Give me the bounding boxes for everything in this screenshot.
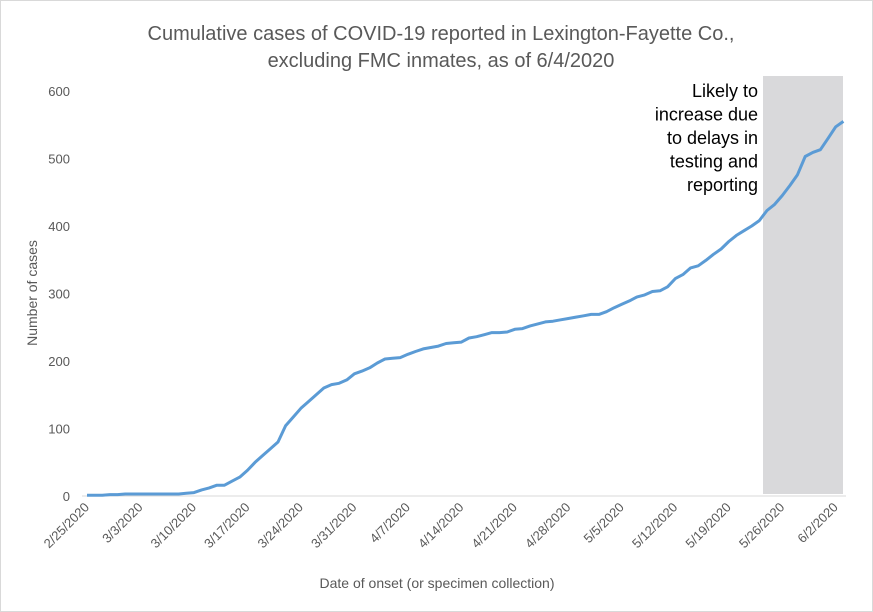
annotation: Likely to	[692, 81, 758, 101]
y-tick-label: 600	[48, 84, 70, 99]
annotation: reporting	[687, 175, 758, 195]
uncertainty-shade	[763, 76, 843, 494]
annotation: increase due	[655, 105, 758, 125]
y-tick-label: 200	[48, 354, 70, 369]
y-tick-label: 500	[48, 152, 70, 167]
y-tick-label: 300	[48, 287, 70, 302]
annotation: to delays in	[667, 128, 758, 148]
chart-title: Cumulative cases of COVID-19 reported in…	[148, 23, 735, 45]
y-tick-label: 400	[48, 219, 70, 234]
chart-title: excluding FMC inmates, as of 6/4/2020	[268, 50, 615, 72]
x-axis-label: Date of onset (or specimen collection)	[320, 575, 555, 591]
series-line	[87, 120, 845, 497]
annotation: testing and	[670, 152, 758, 172]
y-tick-label: 100	[48, 422, 70, 437]
y-axis-label: Number of cases	[24, 240, 40, 346]
y-tick-label: 0	[63, 489, 70, 504]
